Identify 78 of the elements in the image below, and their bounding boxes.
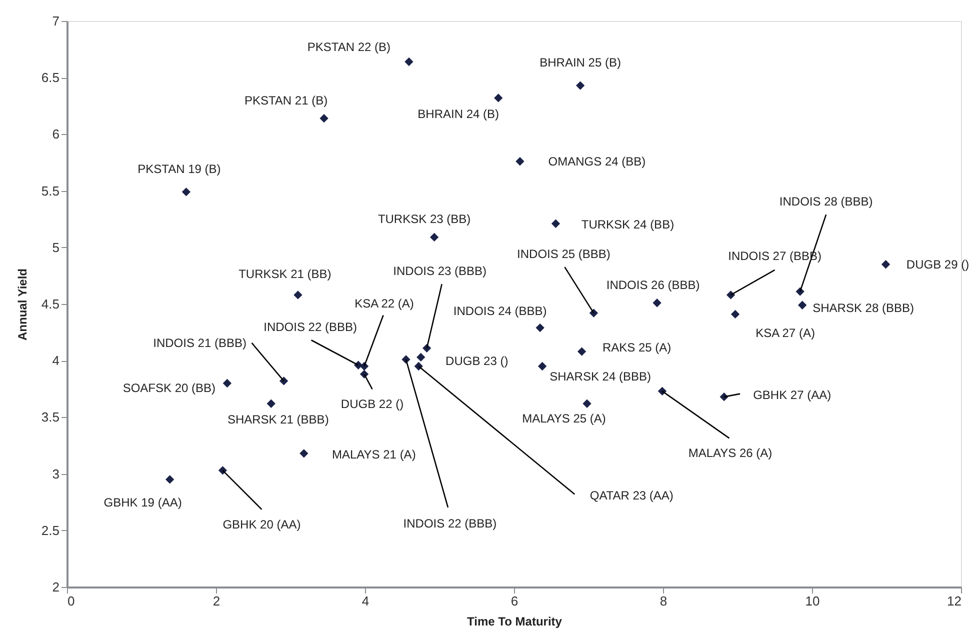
annotation: INDOIS 22 (BBB) [264, 320, 357, 334]
point [300, 449, 308, 458]
point [165, 475, 174, 484]
annotation: PKSTAN 19 (B) [138, 162, 221, 176]
y-tick-label: 6 [52, 126, 60, 142]
annotation: MALAYS 25 (A) [522, 412, 606, 426]
y-tick-label: 7 [52, 14, 60, 28]
annotation: GBHK 19 (AA) [104, 495, 182, 510]
annotation: INDOIS 21 (BBB) [153, 336, 246, 350]
annotation: TURKSK 23 (BB) [378, 212, 471, 226]
annotation: GBHK 27 (AA) [753, 388, 832, 402]
point [582, 399, 592, 408]
point [416, 352, 426, 362]
annotation: RAKS 25 (A) [602, 340, 672, 355]
annotation: TURKSK 21 (BB) [238, 266, 332, 281]
y-tick-label: 4.5 [41, 296, 60, 312]
x-tick-label: 0 [68, 594, 75, 608]
point [494, 94, 503, 102]
annotation: KSA 27 (A) [756, 326, 815, 340]
point [266, 399, 276, 408]
x-tick-label: 12 [947, 594, 962, 608]
y-tick-label: 3.5 [41, 410, 60, 425]
point [576, 81, 585, 90]
point [798, 300, 807, 310]
annotation: SHARSK 24 (BBB) [550, 369, 651, 384]
y-tick-label: 5 [52, 240, 60, 255]
y-tick-label: 2.5 [41, 522, 60, 538]
annotation: INDOIS 23 (BBB) [393, 264, 487, 278]
y-tick-label: 4 [52, 353, 60, 368]
annotation: SHARSK 28 (BBB) [812, 301, 914, 316]
point [730, 310, 740, 319]
annotation: PKSTAN 22 (B) [307, 40, 391, 54]
annotation: INDOIS 24 (BBB) [453, 304, 547, 318]
y-axis-title: Annual Yield [15, 268, 30, 341]
annotation: TURKSK 24 (BB) [581, 218, 674, 232]
point [538, 362, 547, 371]
x-tick-label: 10 [805, 594, 820, 608]
annotation: INDOIS 25 (BBB) [517, 247, 610, 262]
annotation: INDOIS 26 (BBB) [606, 278, 700, 292]
point [320, 114, 328, 123]
annotation: INDOIS 22 (BBB) [403, 516, 497, 530]
annotation: GBHK 20 (AA) [222, 517, 301, 532]
point [294, 290, 302, 300]
point [218, 466, 228, 475]
point [222, 378, 232, 388]
annotation: SHARSK 21 (BBB) [227, 412, 329, 427]
point [881, 260, 890, 269]
point [551, 219, 560, 228]
point [577, 347, 586, 356]
x-tick-label: 6 [510, 594, 518, 608]
annotation: MALAYS 21 (A) [332, 447, 416, 462]
annotation: QATAR 23 (AA) [590, 488, 674, 502]
annotation: DUGB 23 () [446, 354, 508, 368]
annotation: SOAFSK 20 (BB) [122, 381, 216, 396]
point [182, 188, 191, 196]
annotation: BHRAIN 25 (B) [540, 56, 621, 70]
point [516, 157, 524, 166]
y-tick-label: 3 [52, 466, 60, 482]
x-tick-label: 4 [362, 594, 370, 608]
annotation: BHRAIN 24 (B) [418, 106, 500, 121]
x-axis-title: Time To Maturity [467, 614, 562, 628]
y-tick-label: 5.5 [41, 183, 60, 198]
annotation: DUGB 22 () [340, 397, 404, 412]
point [279, 376, 288, 386]
annotation: PKSTAN 21 (B) [244, 93, 328, 108]
y-tick-label: 2 [52, 580, 60, 594]
annotation: DUGB 29 () [906, 257, 970, 272]
annotation: KSA 22 (A) [354, 296, 414, 310]
point [536, 323, 544, 332]
annotation: OMANGS 24 (BB) [548, 154, 646, 168]
y-tick-label: 6.5 [41, 70, 60, 86]
point [404, 57, 414, 66]
annotation: INDOIS 28 (BBB) [779, 194, 873, 209]
x-tick-label: 8 [660, 594, 668, 608]
annotation: MALAYS 26 (A) [688, 446, 772, 460]
point [430, 232, 439, 242]
point [652, 298, 662, 308]
x-tick-label: 2 [212, 594, 220, 608]
